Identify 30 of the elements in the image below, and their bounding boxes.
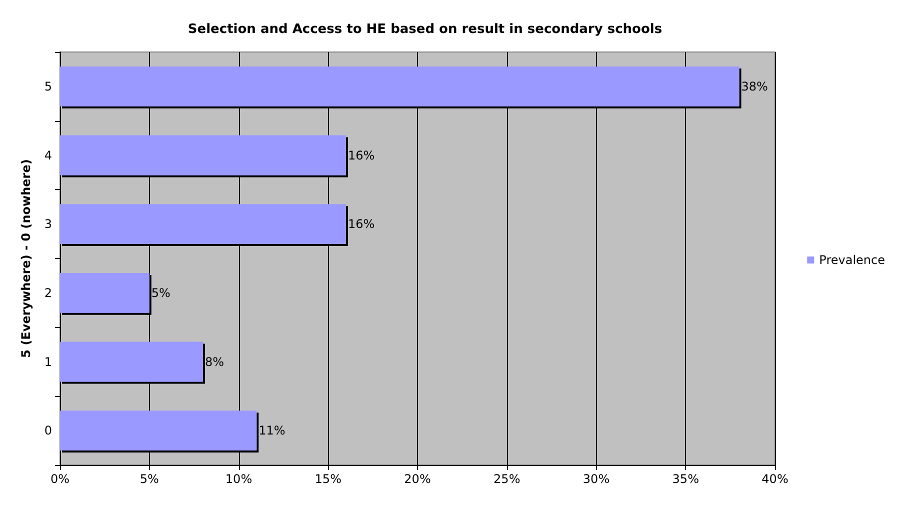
y-tick-label: 5 — [44, 79, 52, 94]
x-tick-label: 15% — [314, 472, 342, 486]
legend-label: Prevalence — [819, 253, 886, 267]
text: 11% — [258, 424, 286, 438]
bar — [60, 204, 346, 244]
text: 38% — [741, 79, 768, 94]
bar — [60, 272, 150, 313]
y-tick-label: 0 — [44, 424, 52, 438]
text: 16% — [348, 148, 375, 162]
y-axis-title: 5 (Everywhere) - 0 (nowhere) — [19, 159, 33, 358]
text: 5% — [151, 286, 170, 300]
text: 8% — [205, 354, 224, 369]
bar — [60, 342, 203, 382]
chart-title: Selection and Access to HE based on result in secondary schools — [188, 22, 662, 37]
x-tick-label: 30% — [582, 472, 610, 486]
y-tick-label: 3 — [44, 217, 52, 232]
x-tick-label: 25% — [494, 472, 520, 486]
bar — [60, 66, 740, 106]
y-tick-label: 2 — [44, 286, 52, 300]
bar — [60, 410, 257, 451]
x-tick-label: 0% — [50, 472, 70, 486]
x-tick-label: 35% — [672, 472, 699, 486]
x-tick-label: 5% — [140, 472, 159, 486]
x-tick-label: 10% — [225, 472, 252, 486]
bar — [60, 135, 346, 176]
y-tick-label: 1 — [44, 354, 52, 369]
text: 16% — [348, 217, 375, 232]
y-tick-label: 4 — [44, 148, 52, 162]
x-tick-label: 40% — [762, 472, 788, 486]
x-tick-label: 20% — [404, 472, 431, 486]
